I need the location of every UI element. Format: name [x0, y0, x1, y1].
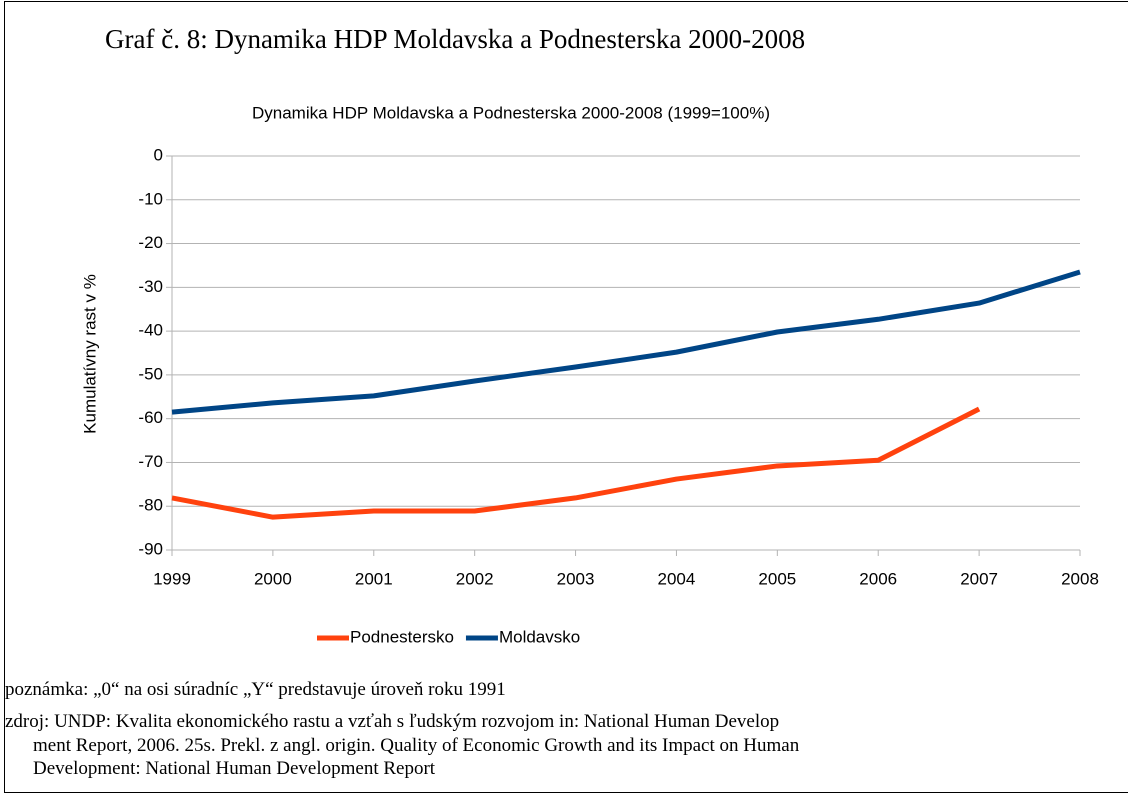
- x-tick-label: 2005: [758, 569, 796, 588]
- legend-label: Podnestersko: [350, 627, 454, 646]
- x-tick-label: 2008: [1061, 569, 1099, 588]
- note: poznámka: „0“ na osi súradníc „Y“ predst…: [5, 679, 506, 700]
- x-tick-label: 2002: [456, 569, 494, 588]
- y-tick-label: -40: [138, 321, 163, 340]
- y-axis-label: Kumulatívny rast v %: [80, 274, 99, 434]
- note: Development: National Human Development …: [33, 758, 436, 779]
- note: ment Report, 2006. 25s. Prekl. z angl. o…: [33, 735, 800, 756]
- note: zdroj: UNDP: Kvalita ekonomického rastu …: [5, 711, 780, 732]
- x-tick-label: 2004: [658, 569, 696, 588]
- x-tick-label: 2007: [960, 569, 998, 588]
- heading: Graf č. 8: Dynamika HDP Moldavska a Podn…: [105, 24, 806, 54]
- series-line: [171, 406, 981, 520]
- y-tick-label: -70: [138, 452, 163, 471]
- x-tick-label: 1999: [153, 569, 191, 588]
- y-tick-label: -10: [138, 189, 163, 208]
- y-tick-label: 0: [154, 145, 163, 164]
- page: Graf č. 8: Dynamika HDP Moldavska a Podn…: [4, 1, 1128, 793]
- x-tick-label: 2001: [355, 569, 393, 588]
- series-line: [171, 269, 1081, 415]
- chart: Dynamika HDP Moldavska a Podnesterska 20…: [80, 103, 1099, 646]
- y-tick-label: -20: [138, 233, 163, 252]
- chart-title: Dynamika HDP Moldavska a Podnesterska 20…: [252, 103, 770, 122]
- x-tick-label: 2000: [254, 569, 292, 588]
- x-tick-label: 2003: [557, 569, 595, 588]
- legend-label: Moldavsko: [499, 627, 580, 646]
- y-tick-label: -30: [138, 277, 163, 296]
- y-tick-label: -90: [138, 539, 163, 558]
- y-tick-label: -80: [138, 496, 163, 515]
- y-tick-label: -50: [138, 364, 163, 383]
- y-tick-label: -60: [138, 408, 163, 427]
- x-tick-label: 2006: [859, 569, 897, 588]
